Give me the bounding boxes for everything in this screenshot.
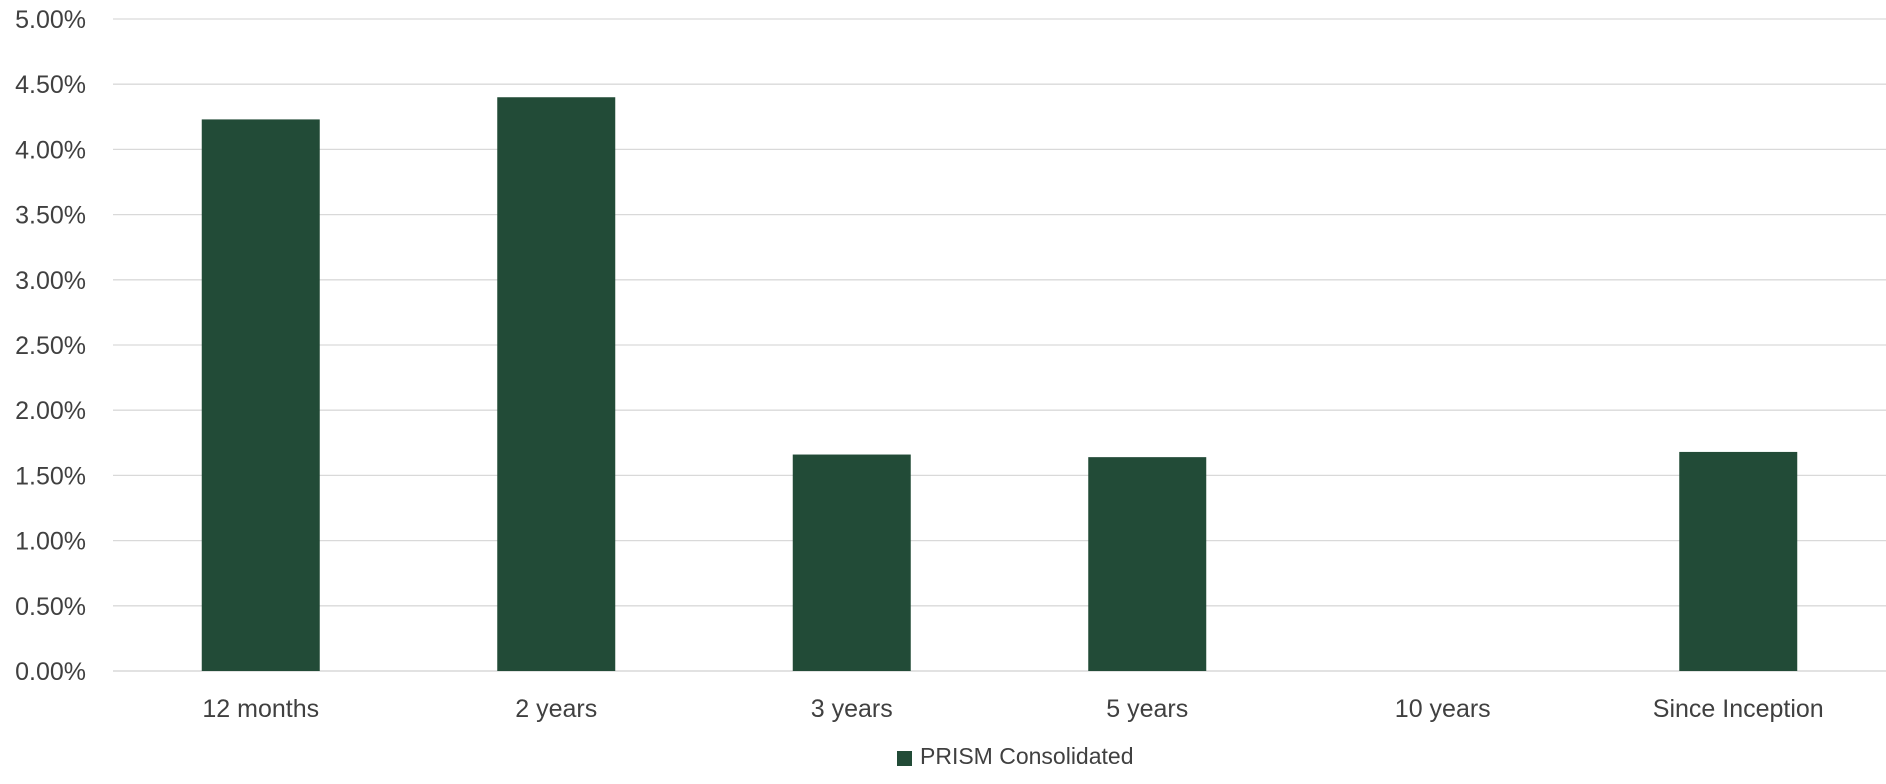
x-axis: 12 months 2 years 3 years 5 years 10 years Si… (202, 695, 1823, 723)
y-tick-label: 5.00% (15, 6, 86, 34)
x-tick-label: 12 months (202, 695, 319, 723)
y-tick-label: 1.50% (15, 462, 86, 490)
y-axis: 0.00% 0.50% 1.00% 1.50% 2.00% 2.50% 3.00% 3.50%… (15, 6, 86, 686)
legend-swatch (897, 751, 912, 766)
bars (201, 97, 1798, 672)
bar (792, 454, 911, 671)
y-tick-label: 0.00% (15, 658, 86, 686)
y-tick-label: 0.50% (15, 593, 86, 621)
x-tick-label: 5 years (1106, 695, 1188, 723)
bar (1088, 457, 1207, 671)
legend: PRISM Consolidated (897, 743, 1134, 769)
y-tick-label: 3.00% (15, 267, 86, 295)
y-tick-label: 2.00% (15, 397, 86, 425)
y-tick-label: 2.50% (15, 332, 86, 360)
x-tick-label: 2 years (515, 695, 597, 723)
legend-label: PRISM Consolidated (920, 743, 1134, 769)
x-tick-label: Since Inception (1653, 695, 1824, 723)
bar (497, 97, 616, 672)
x-tick-label: 3 years (811, 695, 893, 723)
y-tick-label: 4.00% (15, 136, 86, 164)
bar (1679, 451, 1798, 671)
y-tick-label: 3.50% (15, 202, 86, 230)
bar (201, 119, 320, 671)
x-tick-label: 10 years (1395, 695, 1491, 723)
gridlines (113, 18, 1886, 672)
y-tick-label: 1.00% (15, 528, 86, 556)
y-tick-label: 4.50% (15, 71, 86, 99)
